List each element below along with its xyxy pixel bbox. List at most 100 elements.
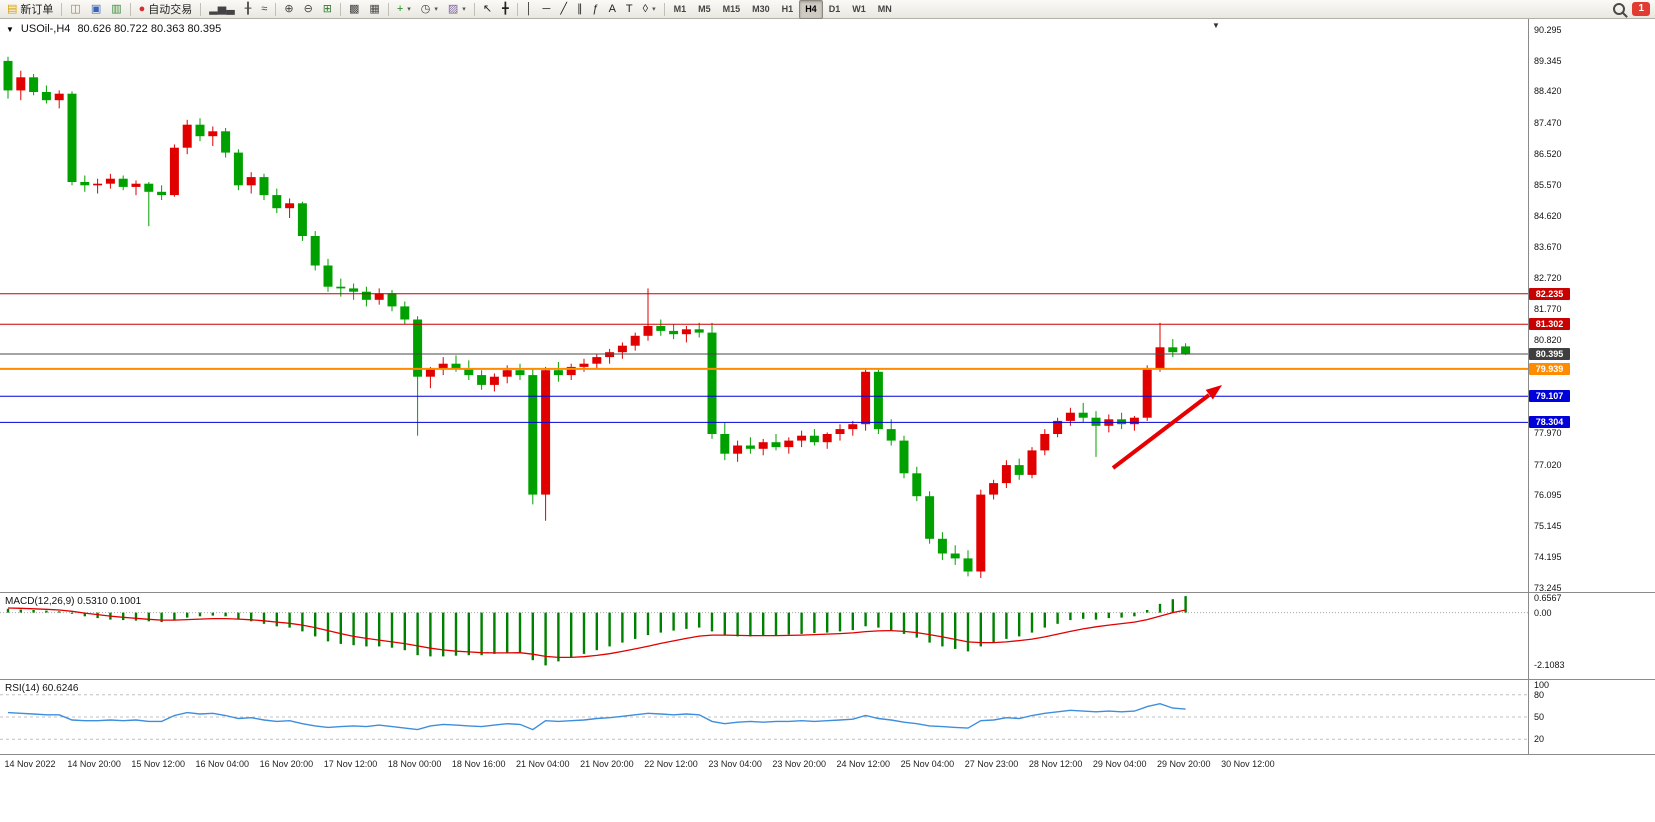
time-tick: 18 Nov 00:00 [387, 759, 442, 769]
axis-divider [1528, 19, 1529, 755]
price-tick: 81.770 [1534, 304, 1562, 314]
line-chart-button[interactable]: ≈ [256, 0, 272, 19]
chart-window: ▼ USOil-,H4 80.626 80.722 80.363 80.395 … [0, 19, 1655, 822]
chart-title: ▼ USOil-,H4 80.626 80.722 80.363 80.395 [6, 23, 221, 35]
zoom-in-button[interactable]: ⊕ [279, 0, 298, 19]
price-level-badge: 80.395 [1529, 348, 1570, 360]
trendline-button[interactable]: ╱ [555, 0, 572, 19]
timeframe-d1-button[interactable]: D1 [828, 4, 841, 14]
timeframe-h4-button[interactable]: H4 [799, 0, 823, 19]
macd-tick: 0.00 [1534, 607, 1552, 618]
time-axis[interactable]: 14 Nov 2022 14 Nov 20:00 15 Nov 12:00 16 No… [0, 755, 1655, 773]
text-button[interactable]: A [604, 0, 621, 19]
timeframe-m30-button[interactable]: M30 [752, 4, 770, 14]
time-tick: 27 Nov 23:00 [964, 759, 1019, 769]
strategy-tester-icon: ▥ [111, 2, 122, 15]
time-tick: 18 Nov 16:00 [451, 759, 506, 769]
timeframe-mn-button[interactable]: MN [877, 4, 892, 14]
toolbar-right: 1 [1613, 2, 1650, 16]
timeframe-m1-button[interactable]: M1 [673, 4, 687, 14]
time-tick: 17 Nov 12:00 [323, 759, 378, 769]
price-tick: 73.245 [1534, 583, 1562, 593]
price-tick: 83.670 [1534, 241, 1562, 252]
arrows-button[interactable]: ◊ ▾ [638, 0, 661, 19]
autotrading-icon: ● [138, 2, 146, 15]
macd-label: MACD(12,26,9) 0.5310 0.1001 [5, 596, 142, 607]
panel-separator[interactable] [0, 679, 1655, 680]
time-tick: 14 Nov 2022 [4, 759, 56, 769]
profiles-button[interactable]: ▣ [86, 0, 106, 19]
timeframe-w1-button[interactable]: W1 [852, 4, 866, 14]
candlestick-plot[interactable] [0, 19, 1528, 592]
line-chart-icon: ≈ [261, 2, 268, 15]
chart-window-button[interactable]: ◫ [65, 0, 85, 19]
chart-window-icon: ◫ [70, 2, 81, 15]
panel-separator[interactable] [0, 592, 1655, 593]
rsi-plot[interactable] [0, 680, 1528, 754]
toolbar: ▤ 新订单 ◫ ▣ ▥ ● 自动交易 ▂▅▃ ╂ ≈ ⊕ ⊖ ⊞ ▩ ▦ + ▾ ◷ ▾ ▨ ▾ ↖ ╋ │ ─ ╱ ∥ ƒ A T ◊ ▾ M… [0, 0, 1655, 19]
bar-chart-button[interactable]: ▂▅▃ [204, 0, 239, 19]
fibonacci-button[interactable]: ƒ [587, 0, 603, 19]
price-tick: 82.720 [1534, 272, 1562, 283]
cascade-windows-button[interactable]: ▩ [344, 0, 364, 19]
templates-button[interactable]: ▨ ▾ [443, 0, 471, 19]
caret-down-icon: ▾ [407, 6, 411, 13]
price-tick: 86.520 [1534, 148, 1562, 159]
crosshair-button[interactable]: ╋ [497, 0, 514, 19]
price-tick: 84.620 [1534, 210, 1562, 221]
periods-button[interactable]: ◷ ▾ [416, 0, 443, 19]
one-click-trading-toggle[interactable]: ▼ [6, 24, 14, 34]
strategy-tester-button[interactable]: ▥ [106, 0, 126, 19]
templates-icon: ▨ [447, 2, 459, 15]
toolbar-separator [473, 2, 475, 16]
toolbar-separator [129, 2, 131, 16]
price-tick: 74.195 [1534, 551, 1562, 562]
caret-down-icon: ▾ [652, 6, 656, 13]
horizontal-line-button[interactable]: ─ [538, 0, 556, 19]
macd-plot[interactable] [0, 593, 1528, 679]
time-tick: 16 Nov 20:00 [259, 759, 314, 769]
rsi-label: RSI(14) 60.6246 [5, 683, 79, 694]
panel-separator[interactable] [0, 754, 1655, 755]
tile-windows-button[interactable]: ⊞ [318, 0, 337, 19]
time-tick: 22 Nov 12:00 [644, 759, 698, 769]
price-tick: 85.570 [1534, 179, 1562, 190]
add-indicator-button[interactable]: + ▾ [392, 0, 416, 19]
time-tick: 28 Nov 12:00 [1028, 759, 1083, 769]
chart-shift-marker[interactable]: ▼ [1212, 21, 1220, 30]
autotrading-button[interactable]: ● 自动交易 [134, 0, 198, 19]
price-axis[interactable]: 90.295 89.345 88.420 87.470 86.520 85.570 84.6… [1529, 19, 1655, 593]
macd-tick: 0.6567 [1534, 593, 1562, 603]
zoom-out-button[interactable]: ⊖ [299, 0, 318, 19]
bar-chart-icon: ▂▅▃ [209, 2, 235, 15]
periods-icon: ◷ [420, 2, 431, 15]
channel-button[interactable]: ∥ [572, 0, 588, 19]
time-tick: 24 Nov 12:00 [836, 759, 891, 769]
price-tick: 90.295 [1534, 25, 1562, 35]
crosshair-icon: ╋ [502, 2, 509, 15]
price-tick: 89.345 [1534, 56, 1562, 67]
toolbar-separator [61, 2, 63, 16]
horizontal-line-icon: ─ [542, 2, 551, 15]
notification-badge[interactable]: 1 [1632, 2, 1650, 16]
cursor-button[interactable]: ↖ [478, 0, 497, 19]
arrange-windows-button[interactable]: ▦ [364, 0, 384, 19]
timeframe-m5-button[interactable]: M5 [698, 4, 711, 14]
toolbar-separator [516, 2, 518, 16]
toolbar-separator [275, 2, 277, 16]
text-label-button[interactable]: T [621, 0, 638, 19]
vertical-line-icon: │ [525, 2, 533, 15]
timeframe-h1-button[interactable]: H1 [781, 4, 794, 14]
time-tick: 25 Nov 04:00 [900, 759, 955, 769]
vertical-line-button[interactable]: │ [521, 0, 538, 19]
rsi-axis: 100 80 50 20 [1529, 680, 1655, 754]
price-tick: 88.420 [1534, 86, 1562, 97]
search-icon[interactable] [1613, 3, 1626, 15]
candlestick-button[interactable]: ╂ [240, 0, 257, 19]
new-order-button[interactable]: ▤ 新订单 [2, 0, 58, 19]
toolbar-separator [200, 2, 202, 16]
new-order-icon: ▤ [7, 2, 18, 15]
arrows-icon: ◊ [642, 2, 649, 15]
zoom-out-icon: ⊖ [303, 2, 313, 15]
timeframe-m15-button[interactable]: M15 [722, 4, 741, 14]
